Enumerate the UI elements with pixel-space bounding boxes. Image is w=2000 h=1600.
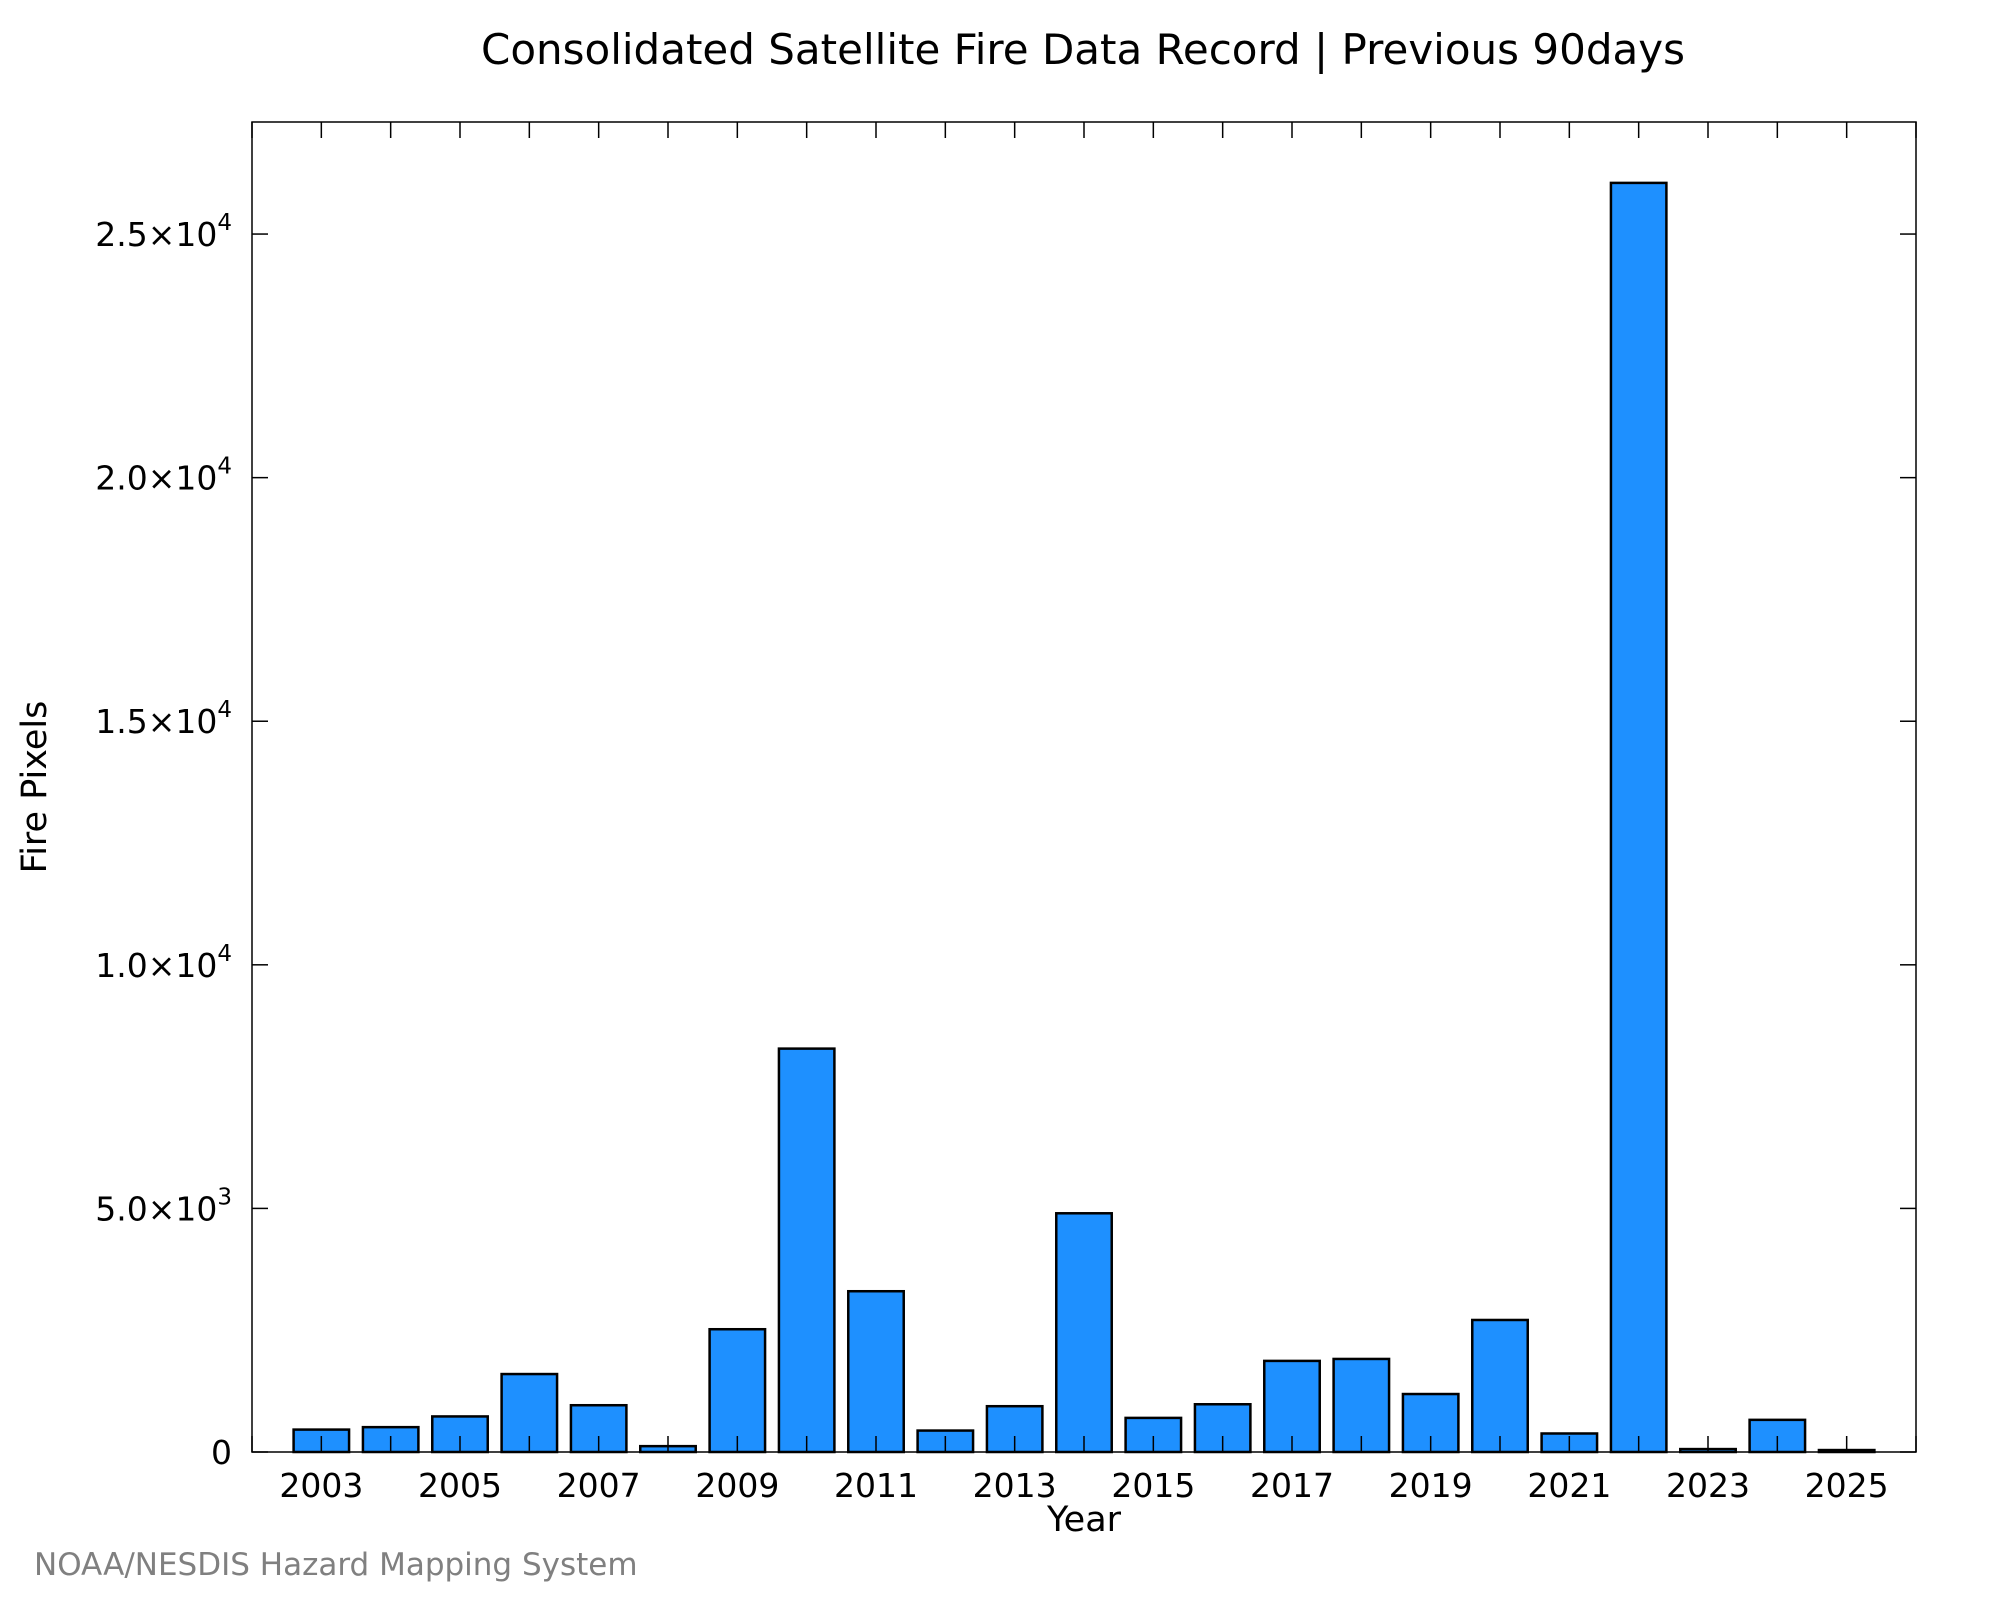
x-axis: 2003 2005 2007 2009 2011 2013 2015 2017 2019 2021… <box>251 122 1917 1505</box>
x-tick-label: 2003 <box>279 1466 363 1505</box>
y-tick-label: 0 <box>211 1433 232 1472</box>
bar-2020 <box>1471 1318 1529 1454</box>
chart-title: Consolidated Satellite Fire Data Record … <box>481 25 1685 74</box>
x-tick-label: 2005 <box>418 1466 502 1505</box>
x-tick-label: 2007 <box>557 1466 641 1505</box>
x-tick-label: 2025 <box>1805 1466 1889 1505</box>
x-tick-label: 2023 <box>1666 1466 1750 1505</box>
bar-2011 <box>847 1289 905 1454</box>
x-tick-label: 2019 <box>1389 1466 1473 1505</box>
y-tick-label: 2.5×104 <box>95 210 232 254</box>
bar-2014 <box>1055 1212 1113 1454</box>
credit-text: NOAA/NESDIS Hazard Mapping System <box>34 1547 638 1583</box>
x-tick-label: 2009 <box>695 1466 779 1505</box>
x-tick-label: 2015 <box>1111 1466 1195 1505</box>
y-axis-label: Fire Pixels <box>15 701 55 874</box>
bars-group <box>292 181 1876 1454</box>
y-axis: 0 5.0×103 1.0×104 1.5×104 2.0×104 2.5×104 <box>95 210 1916 1472</box>
y-tick-label: 2.0×104 <box>95 454 232 498</box>
x-axis-label: Year <box>1046 1500 1122 1540</box>
x-tick-label: 2013 <box>973 1466 1057 1505</box>
bar-2022 <box>1609 181 1668 1454</box>
x-tick-label: 2011 <box>834 1466 918 1505</box>
y-tick-label: 5.0×103 <box>95 1184 232 1228</box>
x-tick-label: 2021 <box>1527 1466 1611 1505</box>
y-tick-label: 1.5×104 <box>95 697 232 741</box>
y-tick-label: 1.0×104 <box>95 941 232 985</box>
x-tick-label: 2017 <box>1250 1466 1334 1505</box>
bar-2010 <box>777 1047 836 1454</box>
bar-2009 <box>708 1327 767 1454</box>
